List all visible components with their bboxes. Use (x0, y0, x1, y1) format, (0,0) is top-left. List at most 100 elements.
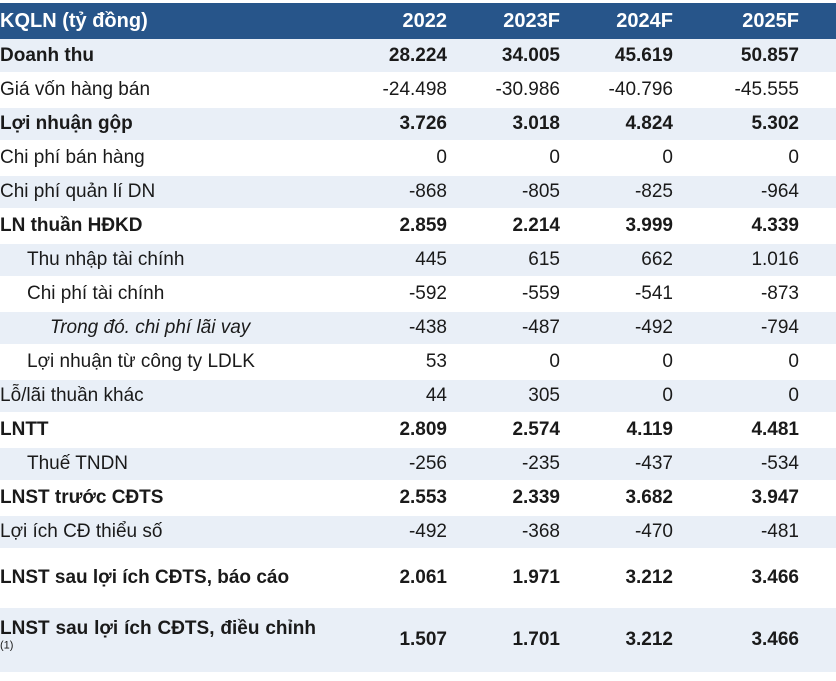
row-value: -559 (521, 283, 560, 305)
row-label: Giá vốn hàng bán (0, 79, 151, 101)
row-value: 662 (641, 249, 673, 271)
column-header-year: 2024F (616, 9, 673, 32)
table-row: Chi phí bán hàng 0 0 0 0 (0, 141, 836, 175)
row-value: -873 (760, 283, 799, 305)
row-value: 0 (662, 147, 673, 169)
table-row: Chi phí tài chính -592 -559 -541 -873 (0, 277, 836, 311)
table-row: Thuế TNDN -256 -235 -437 -534 (0, 447, 836, 481)
row-value: 34.005 (501, 44, 560, 66)
row-value: 1.701 (512, 629, 560, 651)
row-value: -492 (408, 521, 447, 543)
row-value: -481 (760, 521, 799, 543)
row-label: Lợi ích CĐ thiểu số (0, 521, 163, 543)
row-value: -256 (408, 453, 447, 475)
row-value: 2.339 (512, 487, 560, 509)
row-label: Lợi nhuận gộp (0, 113, 133, 135)
row-value: 3.466 (751, 567, 799, 589)
row-value: 3.212 (625, 629, 673, 651)
table-title: KQLN (tỷ đồng) (0, 9, 148, 32)
row-label: LNTT (0, 419, 49, 441)
row-value: 0 (549, 351, 560, 373)
table-row: LNTT 2.809 2.574 4.119 4.481 (0, 413, 836, 447)
row-value: -40.796 (608, 79, 673, 101)
table-row: Lợi nhuận gộp 3.726 3.018 4.824 5.302 (0, 107, 836, 141)
row-value: 4.824 (625, 113, 673, 135)
row-value: 50.857 (740, 44, 799, 66)
row-value: -487 (521, 317, 560, 339)
row-value: -45.555 (734, 79, 799, 101)
row-label: Trong đó. chi phí lãi vay (50, 317, 251, 339)
table-row: LNST sau lợi ích CĐTS, điều chỉnh (1) 1.5… (0, 607, 836, 673)
row-value: -438 (408, 317, 447, 339)
row-value: 4.339 (751, 215, 799, 237)
row-label: LNST trước CĐTS (0, 487, 164, 509)
row-value: 3.018 (512, 113, 560, 135)
row-value: 2.859 (399, 215, 447, 237)
table-body: Doanh thu 28.224 34.005 45.619 50.857 Giá vốn… (0, 39, 836, 673)
row-value: 0 (788, 351, 799, 373)
row-value: -825 (634, 181, 673, 203)
row-value: -235 (521, 453, 560, 475)
column-header-year: 2023F (503, 9, 560, 32)
row-value: 1.971 (512, 567, 560, 589)
row-value: 3.947 (751, 487, 799, 509)
row-label: Chi phí bán hàng (0, 147, 145, 169)
row-value: -368 (521, 521, 560, 543)
table-row: Chi phí quản lí DN -868 -805 -825 -964 (0, 175, 836, 209)
table-row: Doanh thu 28.224 34.005 45.619 50.857 (0, 39, 836, 73)
row-value: 0 (662, 351, 673, 373)
row-value: -592 (408, 283, 447, 305)
row-value: 0 (549, 147, 560, 169)
row-value: -964 (760, 181, 799, 203)
table-row: LN thuần HĐKD 2.859 2.214 3.999 4.339 (0, 209, 836, 243)
row-value: 2.574 (512, 419, 560, 441)
row-label: Thuế TNDN (27, 453, 129, 475)
row-value: -805 (521, 181, 560, 203)
row-value: 2.061 (399, 567, 447, 589)
table-row: Giá vốn hàng bán -24.498 -30.986 -40.796 -45… (0, 73, 836, 107)
row-label: Lỗ/lãi thuần khác (0, 385, 144, 407)
row-value: -30.986 (495, 79, 560, 101)
table-row: Thu nhập tài chính 445 615 662 1.016 (0, 243, 836, 277)
row-value: -492 (634, 317, 673, 339)
income-statement-table: KQLN (tỷ đồng) 2022 2023F 2024F 2025F Doanh… (0, 3, 836, 674)
table-row: LNST sau lợi ích CĐTS, báo cáo 2.061 1.971… (0, 549, 836, 607)
row-value: 445 (415, 249, 447, 271)
row-label: Chi phí tài chính (27, 283, 165, 305)
row-value: 0 (662, 385, 673, 407)
row-label: Chi phí quản lí DN (0, 181, 156, 203)
row-label: LNST sau lợi ích CĐTS, báo cáo (0, 567, 290, 589)
column-header-year: 2022 (402, 9, 448, 32)
table-row: Lợi nhuận từ công ty LDLK 53 0 0 0 (0, 345, 836, 379)
row-value: 28.224 (388, 44, 447, 66)
row-value: -470 (634, 521, 673, 543)
row-value: 3.682 (625, 487, 673, 509)
footnote-marker: (1) (0, 639, 14, 652)
row-value: 1.016 (751, 249, 799, 271)
row-value: 0 (436, 147, 447, 169)
row-value: 3.999 (625, 215, 673, 237)
row-value: 45.619 (614, 44, 673, 66)
row-value: 615 (528, 249, 560, 271)
row-value: 4.119 (626, 419, 674, 441)
row-value: 44 (425, 385, 447, 407)
row-value: 4.481 (751, 419, 799, 441)
row-label: LN thuần HĐKD (0, 215, 143, 237)
row-value: -794 (760, 317, 799, 339)
row-label: Doanh thu (0, 44, 94, 66)
row-label: LNST sau lợi ích CĐTS, điều chỉnh (1) (0, 618, 316, 652)
row-value: -24.498 (382, 79, 447, 101)
row-value: 0 (788, 147, 799, 169)
row-value: 305 (528, 385, 560, 407)
row-value: 5.302 (751, 113, 799, 135)
table-row: Lỗ/lãi thuần khác 44 305 0 0 (0, 379, 836, 413)
row-value: 2.553 (399, 487, 447, 509)
row-value: 1.507 (399, 629, 447, 651)
row-value: -541 (634, 283, 673, 305)
row-value: 2.809 (399, 419, 447, 441)
row-value: 2.214 (512, 215, 560, 237)
row-value: 3.466 (751, 629, 799, 651)
row-value: 3.726 (399, 113, 447, 135)
row-value: 53 (425, 351, 447, 373)
table-row: Trong đó. chi phí lãi vay -438 -487 -492 -79… (0, 311, 836, 345)
